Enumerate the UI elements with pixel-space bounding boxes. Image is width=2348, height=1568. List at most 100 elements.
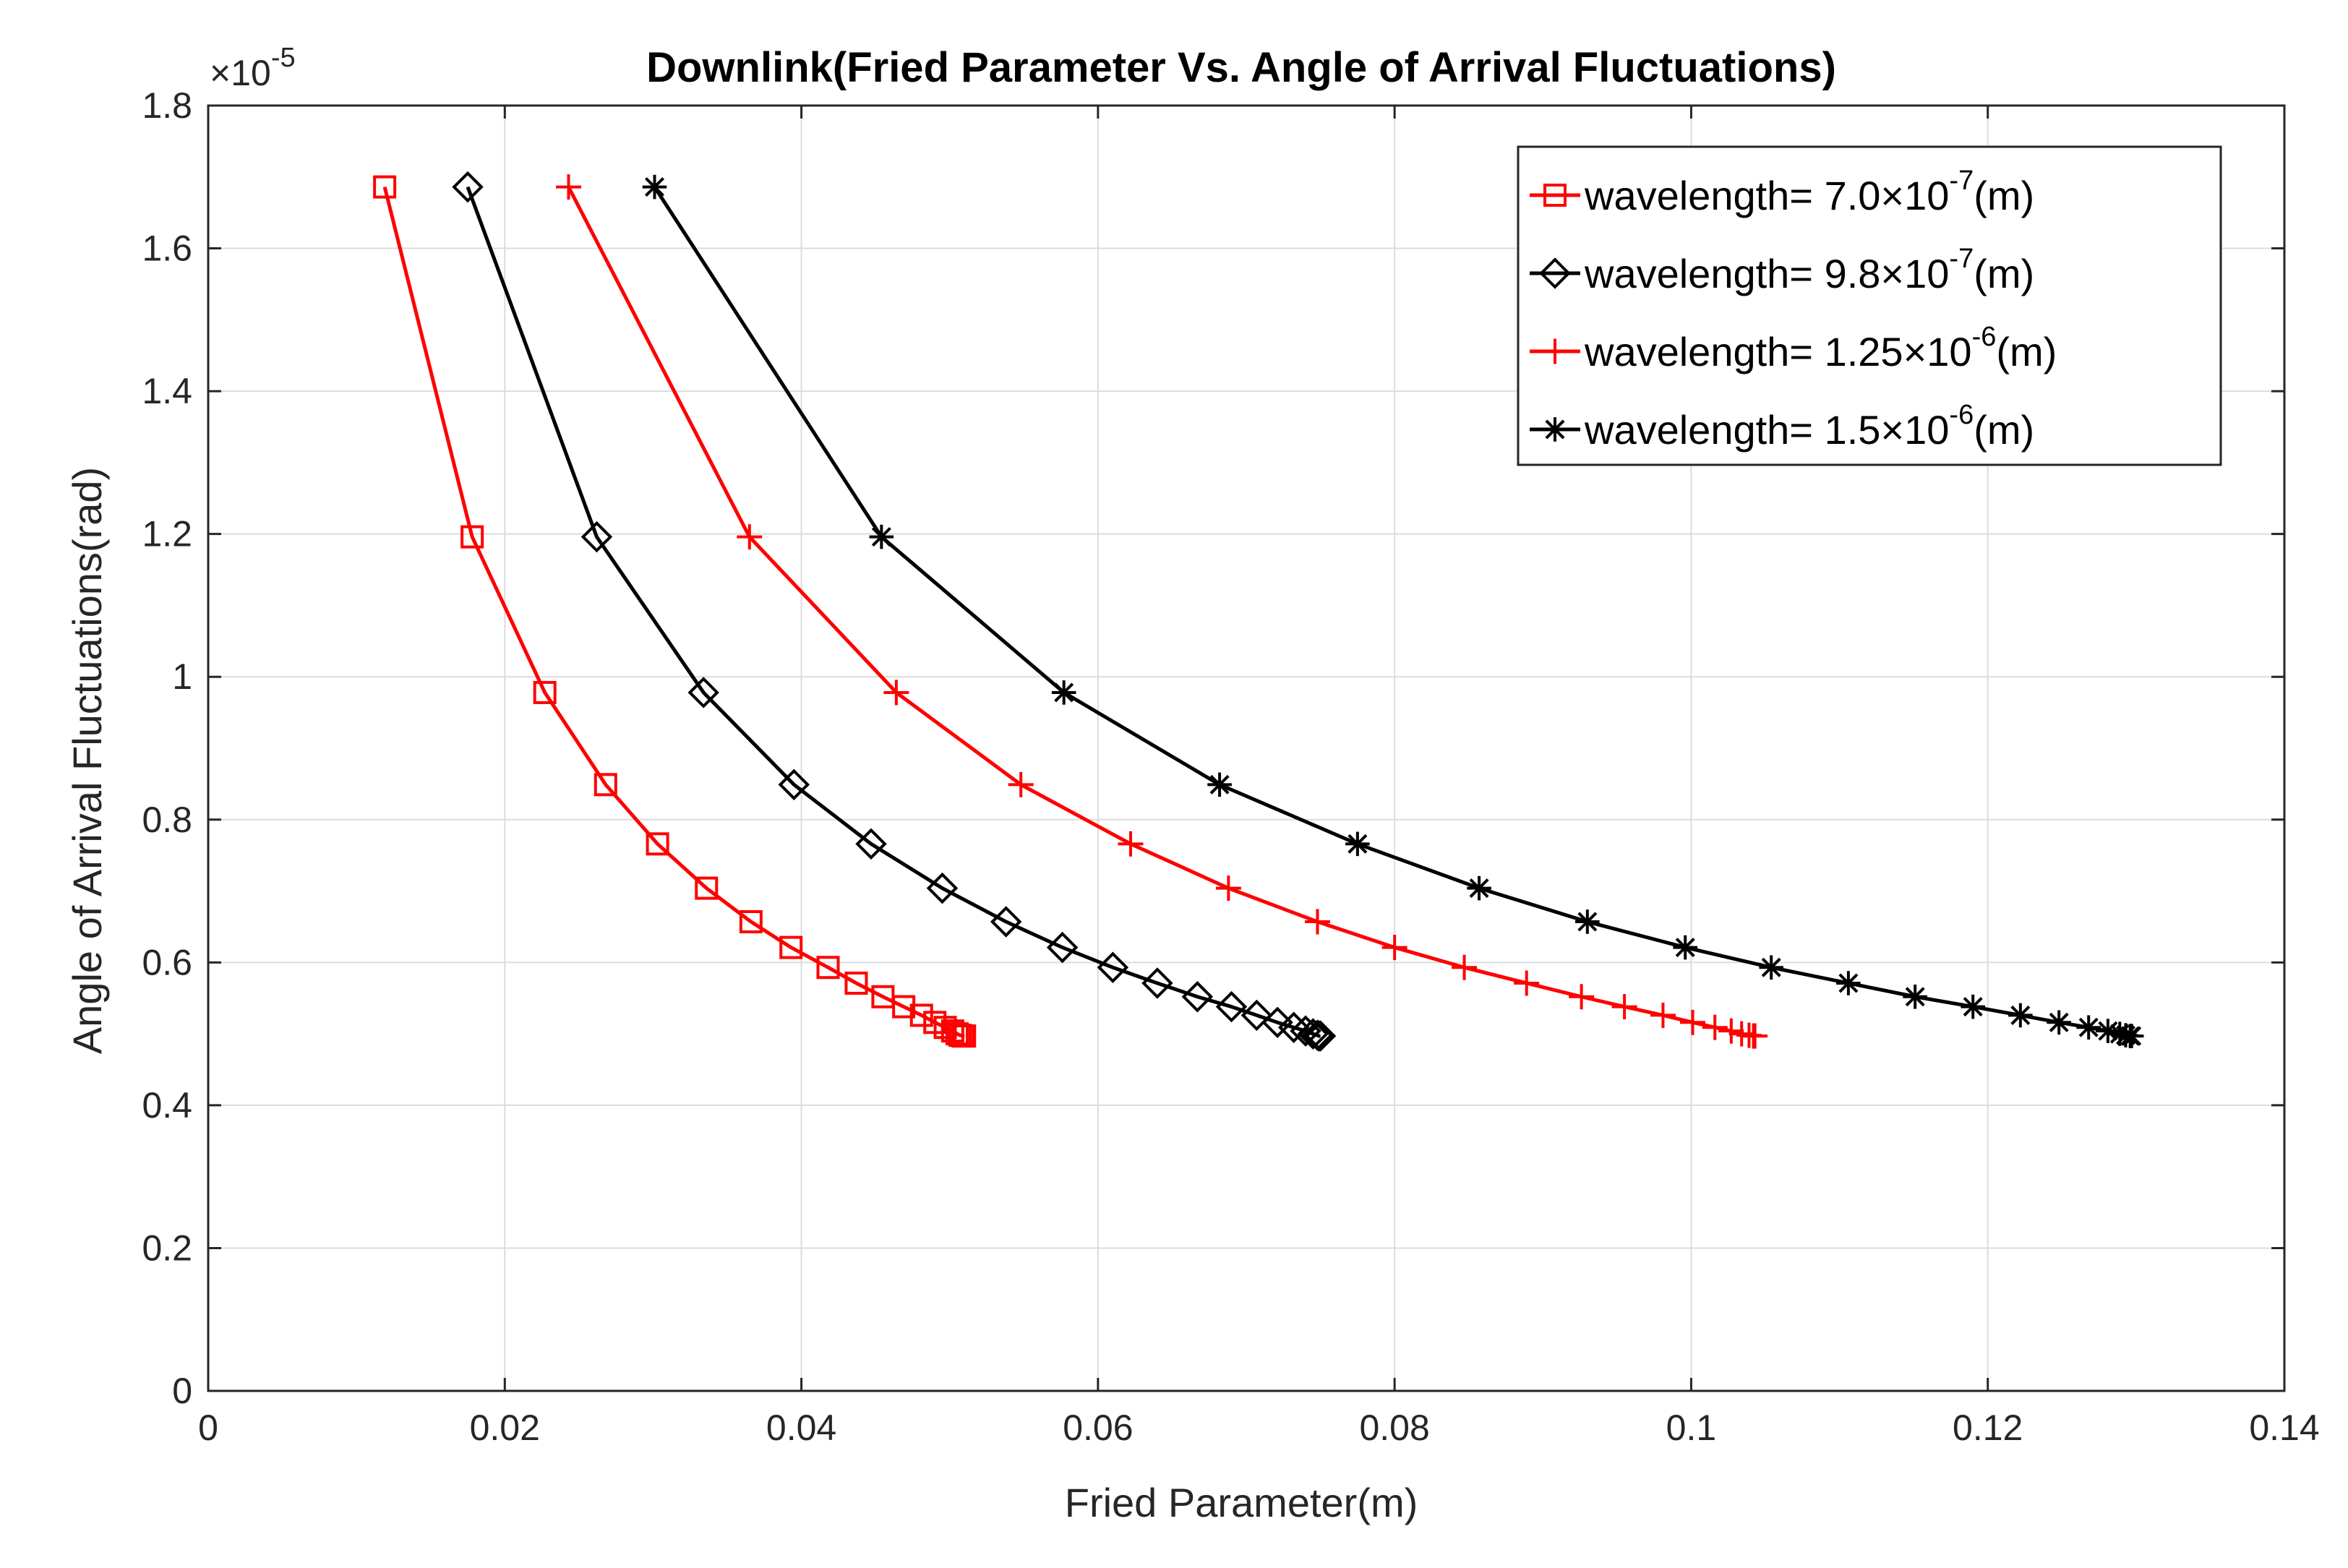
- legend-entry-3: wavelength= 1.25×10-6(m): [1530, 322, 2057, 374]
- marker-diamond: [1277, 1011, 1310, 1043]
- data-point: [990, 906, 1022, 938]
- legend-label-exponent: -7: [1949, 166, 1974, 196]
- series-3: [555, 174, 1768, 1049]
- y-tick-label: 1.2: [142, 514, 192, 554]
- marker-star-d2: [1905, 987, 1925, 1007]
- legend-marker: [1539, 257, 1571, 289]
- data-point: [580, 520, 613, 553]
- data-point: [953, 1024, 977, 1048]
- marker-diamond: [1241, 999, 1273, 1032]
- marker-star-d2: [1209, 774, 1230, 794]
- legend-label-unit: (m): [1974, 251, 2034, 296]
- marker-star-d2: [2078, 1017, 2099, 1037]
- marker-star-d2: [1469, 878, 1489, 899]
- marker-square: [460, 525, 484, 549]
- data-point: [1742, 1023, 1768, 1049]
- y-tick-label: 1.8: [142, 85, 192, 126]
- plot-area: [207, 104, 2286, 1392]
- legend: wavelength= 7.0×10-7(m)wavelength= 9.8×1…: [1517, 145, 2222, 466]
- legend-entry-1: wavelength= 7.0×10-7(m): [1530, 166, 2034, 218]
- data-point: [373, 175, 397, 199]
- x-axis-label: Fried Parameter(m): [1065, 1480, 1418, 1525]
- data-point: [460, 525, 484, 549]
- data-point: [2008, 1003, 2033, 1028]
- marker-diamond: [1215, 990, 1248, 1023]
- data-point: [695, 876, 719, 900]
- data-point: [642, 174, 667, 200]
- data-point: [855, 828, 887, 860]
- legend-label-base: wavelength= 7.0×10: [1584, 173, 1949, 218]
- data-point: [1452, 954, 1478, 980]
- legend-label-base: wavelength= 9.8×10: [1584, 251, 1949, 296]
- data-point: [1051, 680, 1076, 705]
- marker-square: [646, 832, 669, 856]
- marker-star-d2: [2098, 1021, 2118, 1041]
- data-point: [1679, 1009, 1705, 1035]
- marker-diamond: [778, 768, 810, 801]
- data-point: [779, 935, 803, 959]
- marker-diamond: [1261, 1006, 1293, 1039]
- marker-diamond: [855, 828, 887, 860]
- legend-label-exponent: -6: [1949, 400, 1974, 430]
- marker-diamond: [452, 171, 484, 203]
- data-point: [883, 680, 909, 706]
- marker-diamond: [1046, 931, 1079, 964]
- marker-diamond: [687, 677, 719, 708]
- legend-label-exponent: -6: [1972, 322, 1997, 352]
- marker-square: [533, 680, 557, 704]
- x-tick-label: 0.02: [470, 1408, 540, 1448]
- data-point: [1575, 909, 1600, 934]
- data-point: [1277, 1011, 1310, 1043]
- marker-diamond: [990, 906, 1022, 938]
- y-axis-exponent-base: ×10: [210, 53, 271, 93]
- x-tick-label: 0.12: [1953, 1408, 2023, 1448]
- marker-diamond: [926, 872, 959, 904]
- legend-label: wavelength= 1.25×10-6(m): [1584, 322, 2057, 374]
- legend-label-unit: (m): [1974, 407, 2034, 453]
- data-point: [1261, 1006, 1293, 1039]
- y-tick-label: 0.8: [142, 800, 192, 840]
- marker-diamond: [1539, 257, 1571, 289]
- y-axis-exponent-power: -5: [271, 43, 296, 73]
- marker-square: [739, 910, 763, 934]
- legend-marker: [1542, 338, 1568, 364]
- data-point: [1836, 971, 1861, 995]
- data-point: [1514, 970, 1540, 996]
- data-point: [2119, 1024, 2144, 1048]
- data-point: [739, 910, 763, 934]
- y-tick-label: 1: [172, 656, 192, 697]
- legend-label: wavelength= 1.5×10-6(m): [1584, 400, 2034, 453]
- data-point: [1097, 951, 1129, 983]
- data-point: [1215, 875, 1241, 901]
- marker-star-d2: [1675, 938, 1695, 958]
- data-point: [1215, 990, 1248, 1023]
- grid: [208, 106, 2284, 1391]
- data-point: [1207, 772, 1232, 797]
- y-tick-label: 0.6: [142, 942, 192, 982]
- marker-square: [1543, 184, 1567, 207]
- data-point: [594, 773, 617, 797]
- y-axis-tick-labels: 0 0.2 0.4 0.6 0.8 1 1.2 1.4 1.6 1.8: [142, 85, 192, 1411]
- marker-star-d2: [2010, 1005, 2031, 1025]
- data-point: [1297, 1018, 1329, 1050]
- data-point: [1903, 984, 1927, 1009]
- y-tick-label: 1.6: [142, 228, 192, 269]
- legend-label-unit: (m): [1974, 173, 2034, 218]
- legend-entry-4: wavelength= 1.5×10-6(m): [1530, 400, 2034, 453]
- x-axis-tick-labels: 0 0.02 0.04 0.06 0.08 0.1 0.12 0.14: [198, 1408, 2320, 1448]
- marker-diamond: [1097, 951, 1129, 983]
- marker-star-d2: [1545, 419, 1565, 440]
- data-point: [844, 971, 868, 995]
- data-point: [909, 1003, 933, 1027]
- marker-star-d2: [644, 177, 664, 197]
- legend-label: wavelength= 9.8×10-7(m): [1584, 244, 2034, 296]
- data-point: [869, 524, 894, 549]
- data-point: [1759, 955, 1784, 980]
- legend-marker: [1543, 417, 1567, 442]
- series-2: [452, 171, 1337, 1052]
- y-tick-label: 0.4: [142, 1085, 192, 1126]
- data-point: [2076, 1015, 2101, 1040]
- marker-diamond: [580, 520, 613, 553]
- marker-star-d2: [1054, 682, 1074, 703]
